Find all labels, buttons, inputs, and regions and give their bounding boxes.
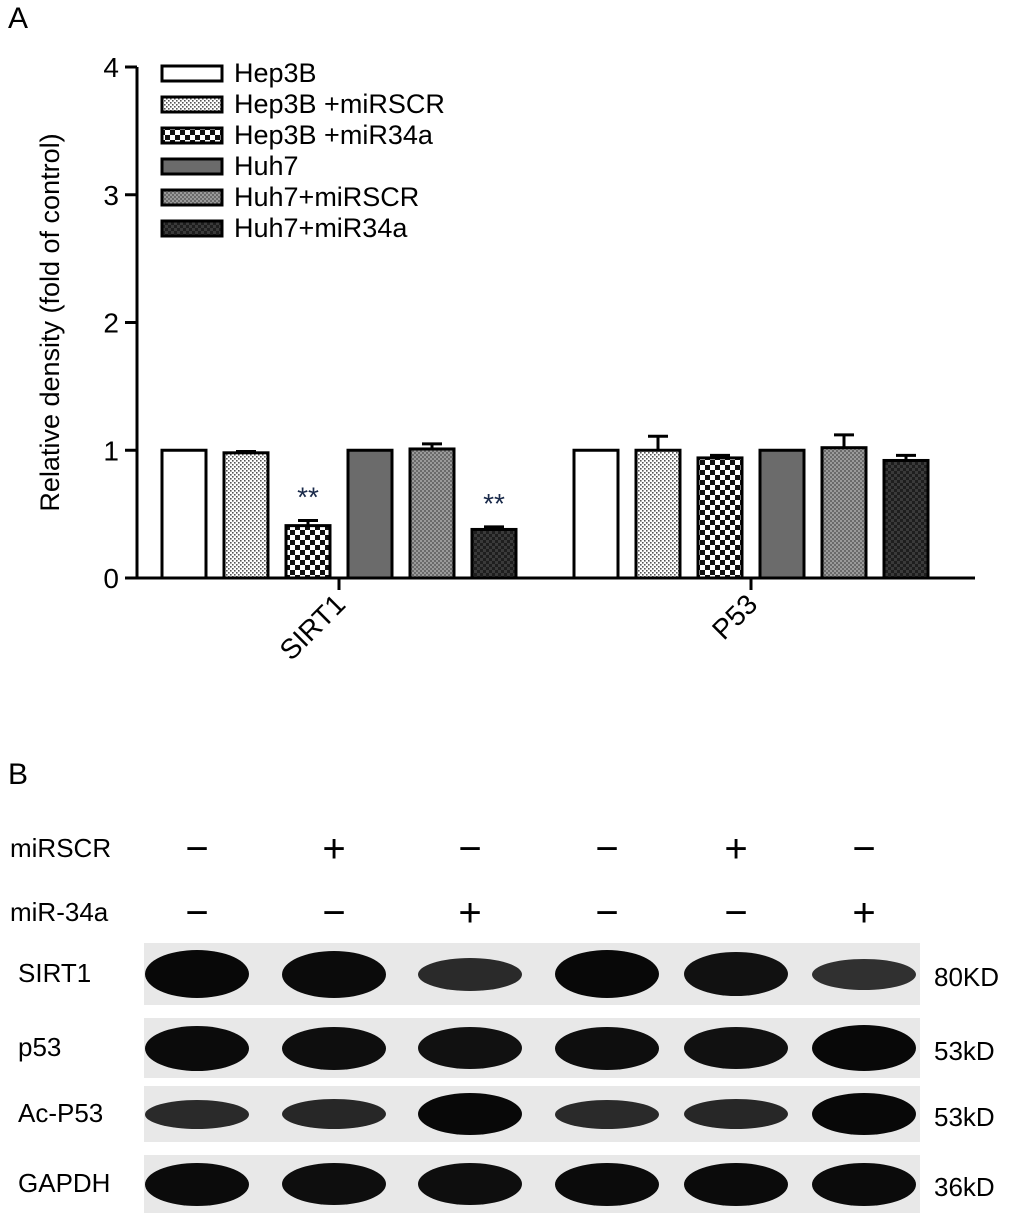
treatment-sign: − xyxy=(458,827,482,871)
blot-band xyxy=(282,1026,386,1070)
blot-row-label: GAPDH xyxy=(18,1168,111,1198)
treatment-sign: − xyxy=(852,827,876,871)
blot-band xyxy=(684,952,788,996)
y-tick-label: 4 xyxy=(103,52,119,83)
blot-band xyxy=(418,1027,522,1069)
treatment-sign: − xyxy=(724,891,748,935)
bar xyxy=(284,524,332,580)
treatment-sign: + xyxy=(322,827,346,871)
blot-band xyxy=(418,1163,522,1205)
legend-label: Hep3B +miRSCR xyxy=(234,89,445,119)
treatment-sign: − xyxy=(595,827,619,871)
blot-strip xyxy=(144,943,920,1005)
legend-label: Huh7 xyxy=(234,151,299,181)
molecular-weight-label: 80KD xyxy=(934,962,1000,992)
blot-band xyxy=(555,1026,659,1070)
chart-bars: ** ** xyxy=(160,433,930,580)
blot-row-label: SIRT1 xyxy=(18,958,92,988)
blot-strip xyxy=(144,1018,920,1078)
significance-label: ** xyxy=(297,482,319,513)
legend-label: Huh7+miRSCR xyxy=(234,182,419,212)
blot-band xyxy=(555,1099,659,1129)
legend-label: Hep3B xyxy=(234,58,317,88)
legend-label: Huh7+miR34a xyxy=(234,213,408,243)
molecular-weight-label: 53kD xyxy=(934,1102,995,1132)
blot-band xyxy=(684,1027,788,1069)
legend-swatch xyxy=(160,64,224,83)
y-tick-label: 2 xyxy=(103,308,119,339)
bar xyxy=(572,448,620,580)
treatment-sign: + xyxy=(458,891,482,935)
treatment-label: miR-34a xyxy=(10,897,109,927)
chart-y-label: Relative density (fold of control) xyxy=(35,133,65,511)
legend-swatch xyxy=(160,157,224,176)
blot-row-label: p53 xyxy=(18,1032,62,1062)
bar xyxy=(160,448,208,580)
legend-swatch xyxy=(160,126,224,145)
blot-strip xyxy=(144,1086,920,1142)
blot-band xyxy=(555,1162,659,1206)
x-tick-label: SIRT1 xyxy=(274,588,352,666)
bar xyxy=(346,448,394,580)
y-tick-label: 0 xyxy=(103,563,119,594)
treatment-sign: + xyxy=(852,891,876,935)
blot-band xyxy=(812,1025,916,1071)
blot-band xyxy=(418,957,522,991)
molecular-weight-label: 53kD xyxy=(934,1036,995,1066)
y-tick-label: 3 xyxy=(103,180,119,211)
blot-band xyxy=(812,1093,916,1135)
bar xyxy=(696,456,744,580)
panel-a-label: A xyxy=(8,2,29,35)
bar xyxy=(222,451,270,580)
bar xyxy=(820,446,868,580)
legend-label: Hep3B +miR34a xyxy=(234,120,434,150)
blot-band xyxy=(812,958,916,990)
blot-band xyxy=(282,1163,386,1205)
blot-band xyxy=(684,1099,788,1129)
molecular-weight-label: 36kD xyxy=(934,1172,995,1202)
blot-band xyxy=(145,1162,249,1206)
treatment-sign: − xyxy=(595,891,619,935)
legend-swatch xyxy=(160,95,224,114)
bar xyxy=(634,448,682,580)
panel-b-label: B xyxy=(8,758,29,791)
legend-swatch xyxy=(160,188,224,207)
bar xyxy=(470,527,518,580)
blot-band xyxy=(145,950,249,998)
blot-band xyxy=(145,1099,249,1129)
blot-band xyxy=(145,1025,249,1071)
bar xyxy=(882,458,930,580)
treatment-sign: + xyxy=(724,827,748,871)
blot-band xyxy=(282,950,386,998)
bar xyxy=(408,447,456,580)
blot-row-label: Ac-P53 xyxy=(18,1098,104,1128)
treatment-sign: − xyxy=(185,827,209,871)
legend-swatch xyxy=(160,219,224,238)
blot-band xyxy=(684,1162,788,1206)
y-tick-label: 1 xyxy=(103,435,119,466)
x-tick-label: P53 xyxy=(706,588,763,645)
significance-label: ** xyxy=(483,488,505,519)
blot-band xyxy=(555,950,659,998)
blot-band xyxy=(282,1099,386,1129)
y-axis-title: Relative density (fold of control) xyxy=(35,133,65,511)
treatment-sign: − xyxy=(185,891,209,935)
blot-band xyxy=(812,1162,916,1206)
treatment-sign: − xyxy=(322,891,346,935)
blot-band xyxy=(418,1093,522,1135)
bar xyxy=(758,448,806,580)
blot-strip xyxy=(144,1155,920,1213)
treatment-label: miRSCR xyxy=(10,833,112,863)
